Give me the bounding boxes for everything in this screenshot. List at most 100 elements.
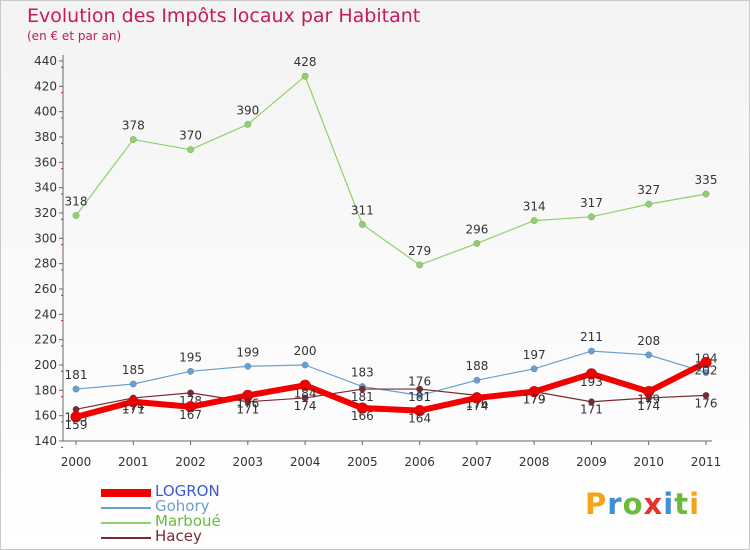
legend-label: Gohory [155,497,210,515]
data-label-logron: 202 [695,363,718,377]
series-line-logron [75,359,708,420]
data-label-marboue: 279 [408,244,431,258]
data-label-gohory: 200 [294,344,317,358]
data-point-hacey [301,394,309,402]
legend-swatch [101,507,151,509]
data-point-gohory [129,380,137,388]
y-tick-label: 280 [34,257,57,271]
data-point-marboue [358,220,366,228]
logo-letter: P [585,487,608,521]
data-point-logron [528,385,540,398]
data-point-marboue [530,217,538,225]
y-tick-label: 260 [34,282,57,296]
data-point-hacey [358,385,366,393]
data-label-logron: 159 [65,418,88,432]
legend-swatch [101,537,151,539]
data-label-marboue: 314 [523,200,546,214]
legend-label: LOGRON [155,482,220,500]
data-label-marboue: 317 [580,196,603,210]
data-label-marboue: 318 [65,195,88,209]
y-tick-label: 300 [34,231,57,245]
data-point-logron [356,402,369,414]
x-tick-label: 2011 [691,455,722,469]
chart-subtitle: (en € et par an) [27,29,122,43]
data-label-marboue: 378 [122,119,145,133]
data-label-hacey: 181 [408,390,431,404]
y-tick-label: 240 [34,307,57,321]
data-label-marboue: 335 [695,173,718,187]
data-point-logron [585,368,598,380]
data-label-gohory: 199 [236,345,259,359]
logo-letter: r [607,487,623,521]
data-point-marboue [187,146,194,154]
y-tick-label: 440 [34,54,57,68]
data-point-hacey [187,389,194,397]
y-tick-label: 360 [34,155,57,169]
data-label-marboue: 296 [465,222,488,236]
data-point-logron [127,396,139,408]
data-point-gohory [588,347,595,355]
y-tick-label: 320 [34,206,57,220]
y-tick-label: 380 [34,130,57,144]
data-point-logron [242,389,254,402]
data-label-hacey: 174 [294,399,317,413]
x-tick-label: 2006 [404,455,435,469]
legend-swatch [101,522,151,524]
series-line-gohory [75,350,707,396]
data-point-marboue [129,136,137,143]
line-chart: 140 160 180 200 220 240 260 280 300 320 340 360 380 4… [34,54,722,469]
logo-letter: x [643,487,664,521]
y-tick-label: 400 [34,105,57,119]
data-label-logron: 184 [294,386,317,400]
data-label-gohory: 195 [179,350,202,364]
proxiti-logo: Proxiti [585,487,700,521]
data-label-logron: 174 [465,399,488,413]
y-tick-label: 200 [34,358,57,372]
data-label-hacey: 174 [637,399,660,413]
y-tick-label: 420 [34,79,57,93]
data-point-logron [299,379,311,391]
data-point-marboue [473,239,481,247]
x-tick-label: 2010 [633,455,664,469]
data-point-gohory [187,367,194,375]
data-point-marboue [301,72,309,80]
y-tick-label: 220 [34,333,57,347]
data-point-logron [184,401,197,413]
data-point-marboue [588,213,595,221]
data-label-logron: 167 [179,408,202,422]
data-point-marboue [244,120,252,128]
chart-title: Evolution des Impôts locaux par Habitant [27,5,421,27]
data-point-marboue [72,212,80,219]
x-tick-label: 2000 [61,455,92,469]
data-point-gohory [645,351,653,359]
data-label-hacey: 171 [580,403,603,417]
data-point-gohory [530,365,538,373]
data-label-hacey: 179 [523,393,546,407]
data-label-marboue: 428 [294,55,317,69]
data-point-hacey [702,391,710,399]
data-point-hacey [416,385,424,393]
data-point-gohory [301,361,309,369]
data-point-logron [471,392,483,404]
data-point-gohory [473,376,481,384]
data-label-marboue: 370 [179,129,202,143]
x-tick-label: 2003 [233,455,264,469]
x-tick-label: 2001 [118,455,149,469]
x-tick-label: 2004 [290,455,321,469]
logo-letter: t [674,487,690,521]
data-point-logron [413,404,426,417]
data-label-logron: 193 [580,375,603,389]
data-label-logron: 166 [351,409,374,423]
data-point-gohory [702,369,710,376]
data-label-gohory: 183 [351,366,374,380]
data-point-marboue [416,261,424,269]
data-point-hacey [588,398,595,406]
data-label-marboue: 327 [637,183,660,197]
x-tick-label: 2008 [519,455,550,469]
logo-letter: i [689,487,701,521]
y-tick-label: 160 [34,409,57,423]
data-label-logron: 176 [236,396,259,410]
legend-label: Hacey [155,527,202,545]
data-label-logron: 179 [523,393,546,407]
